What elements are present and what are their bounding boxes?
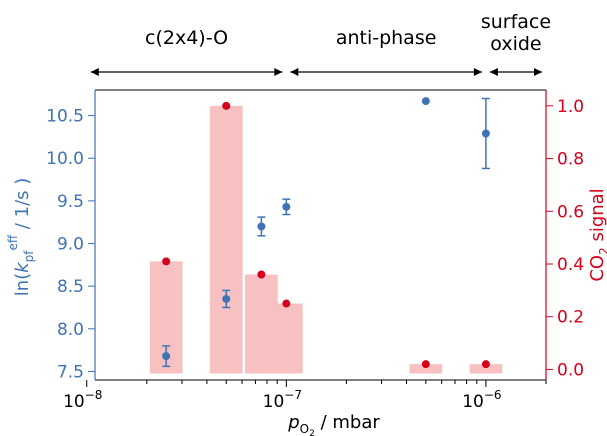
rate-point: [421, 97, 430, 106]
co2-point: [257, 270, 266, 279]
left-tick-label: 9.5: [57, 192, 84, 212]
rate-points: [162, 97, 490, 361]
region-label: c(2x4)-O: [145, 27, 228, 49]
right-y-ticks: 0.0 0.2 0.4 0.6 0.8 1.0: [546, 97, 584, 380]
rate-point: [257, 222, 266, 231]
region-label: surface: [481, 11, 551, 33]
left-y-ticks: 7.5 8.0 8.5 9.0 9.5 10.0 10.5: [46, 107, 95, 382]
left-tick-label: 8.0: [57, 320, 84, 340]
right-tick-label: 0.8: [557, 150, 584, 170]
rate-point: [222, 294, 231, 303]
x-axis-label: pO2 / mbar: [287, 412, 380, 436]
x-tick-label: 10−6: [462, 388, 501, 412]
x-ticks: 10−8 10−7 10−6: [63, 380, 547, 412]
region-arrowhead-left: [290, 68, 299, 76]
x-tick-label: 10−8: [63, 388, 102, 412]
region-arrowhead-right: [534, 68, 542, 76]
co2-bar: [469, 364, 503, 374]
co2-point: [421, 360, 430, 369]
x-tick-label: 10−7: [263, 388, 302, 412]
region-label: oxide: [490, 33, 541, 55]
region-arrowhead-left: [489, 68, 498, 76]
left-tick-label: 8.5: [57, 277, 84, 297]
right-tick-label: 0.4: [557, 255, 584, 275]
co2-bar: [209, 105, 243, 374]
left-tick-label: 9.0: [57, 235, 84, 255]
co2-point: [282, 299, 291, 308]
co2-bar: [269, 303, 303, 374]
left-y-axis-label: ln(kpfeff / 1/s ): [6, 178, 36, 297]
co2-point: [481, 360, 490, 369]
right-tick-label: 1.0: [557, 97, 584, 117]
region-arrowhead-left: [90, 68, 99, 76]
right-y-axis-label: CO2 signal: [587, 188, 607, 281]
left-tick-label: 10.0: [46, 149, 84, 169]
co2-point: [222, 101, 231, 110]
left-tick-label: 7.5: [57, 362, 84, 382]
co2-point: [162, 257, 171, 266]
region-arrowhead-right: [473, 68, 482, 76]
left-tick-label: 10.5: [46, 107, 84, 127]
right-tick-label: 0.6: [557, 202, 584, 222]
rate-point: [481, 129, 490, 138]
region-arrowhead-right: [274, 68, 283, 76]
plot-frame: [94, 89, 547, 381]
rate-point: [162, 352, 171, 361]
co2-points: [162, 101, 490, 369]
co2-bar: [409, 364, 443, 374]
co2-bars: [149, 105, 503, 374]
region-label: anti-phase: [336, 27, 437, 49]
rate-point: [282, 202, 291, 211]
right-tick-label: 0.2: [557, 308, 584, 328]
right-tick-label: 0.0: [557, 360, 584, 380]
